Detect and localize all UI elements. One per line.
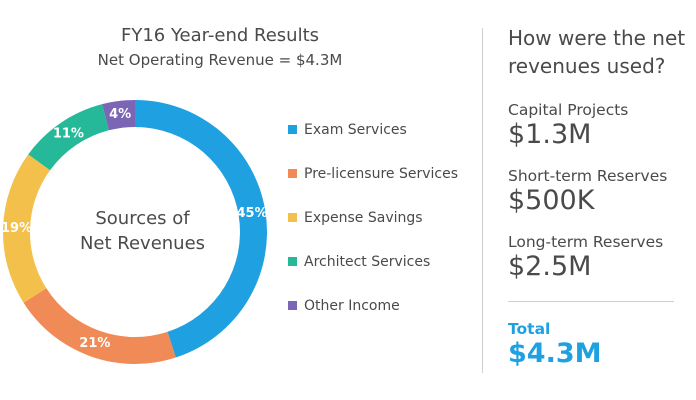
legend-swatch — [288, 169, 297, 178]
long-term-reserves-label: Long-term Reserves — [508, 233, 664, 251]
legend-label: Architect Services — [304, 254, 431, 270]
legend-item-other-income: Other Income — [288, 297, 400, 315]
donut-slice-exam-services — [135, 100, 267, 358]
uses-heading: How were the net revenues used? — [508, 24, 685, 80]
donut-data-label: 45% — [236, 206, 267, 221]
legend-item-architect-services: Architect Services — [288, 253, 430, 271]
legend-item-pre-licensure-services: Pre-licensure Services — [288, 165, 458, 183]
legend-swatch — [288, 213, 297, 222]
total-divider — [508, 301, 674, 302]
uses-heading-line-2: revenues used? — [508, 54, 666, 78]
vertical-divider — [482, 28, 483, 373]
donut-slice-other-income — [102, 100, 135, 131]
legend-label: Other Income — [304, 298, 400, 314]
chart-subtitle: Net Operating Revenue = $4.3M — [97, 51, 343, 69]
donut-data-label: 4% — [109, 107, 131, 122]
chart-title: FY16 Year-end Results — [120, 25, 320, 46]
donut-slice-architect-services — [28, 104, 109, 171]
legend-swatch — [288, 257, 297, 266]
donut-data-label: 11% — [53, 126, 84, 141]
capital-projects-value: $1.3M — [508, 119, 592, 150]
legend-label: Pre-licensure Services — [304, 166, 458, 182]
donut-slice-pre-licensure-services — [23, 288, 176, 364]
donut-chart: 45% 21% 19% 11% 4% — [1, 100, 268, 364]
donut-center-label: Sources of Net Revenues — [70, 206, 215, 256]
legend-label: Expense Savings — [304, 210, 423, 226]
legend-item-expense-savings: Expense Savings — [288, 209, 423, 227]
donut-data-label: 19% — [1, 221, 32, 236]
center-label-line-1: Sources of — [95, 208, 190, 229]
total-value: $4.3M — [508, 338, 602, 369]
capital-projects-label: Capital Projects — [508, 101, 629, 119]
legend-item-exam-services: Exam Services — [288, 121, 407, 139]
donut-slice-expense-savings — [3, 154, 51, 303]
long-term-reserves-value: $2.5M — [508, 251, 592, 282]
legend-swatch — [288, 301, 297, 310]
short-term-reserves-label: Short-term Reserves — [508, 167, 668, 185]
short-term-reserves-value: $500K — [508, 185, 595, 216]
legend-swatch — [288, 125, 297, 134]
total-label: Total — [508, 320, 551, 338]
legend-label: Exam Services — [304, 122, 407, 138]
uses-heading-line-1: How were the net — [508, 26, 686, 50]
center-label-line-2: Net Revenues — [79, 233, 206, 254]
donut-data-label: 21% — [79, 336, 110, 351]
